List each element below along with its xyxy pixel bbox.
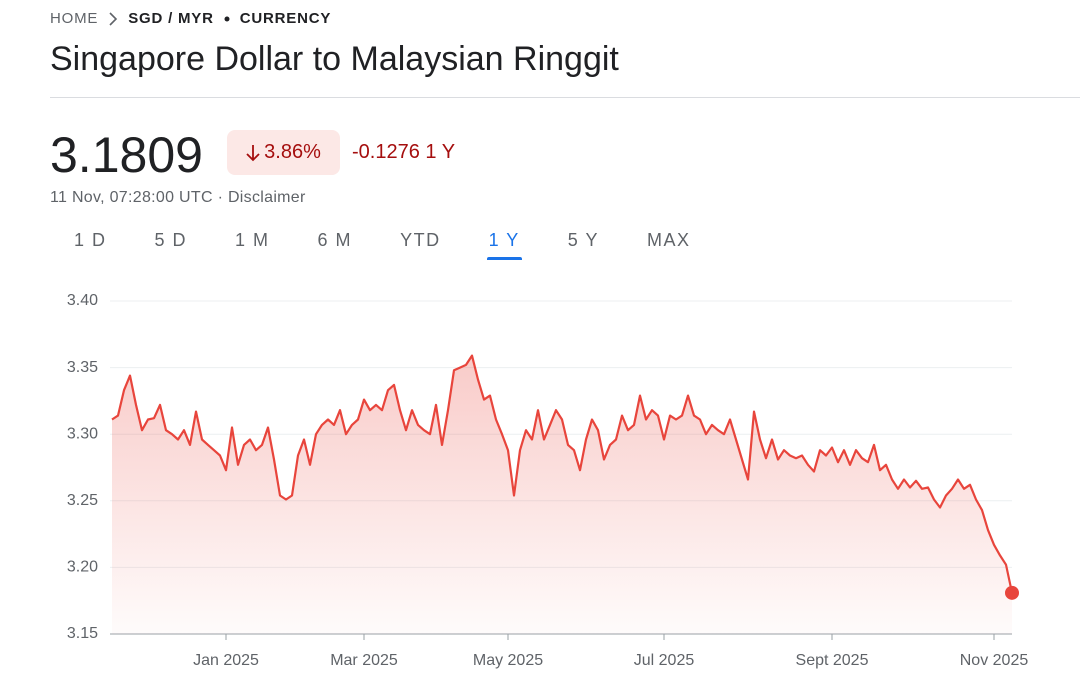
divider [50, 97, 1080, 98]
y-tick-label: 3.30 [67, 425, 98, 442]
x-tick-label: Jul 2025 [634, 652, 695, 669]
change-period: 1 Y [425, 141, 456, 163]
range-tabs: 1 D 5 D 1 M 6 M YTD 1 Y 5 Y MAX [50, 230, 714, 262]
down-arrow-icon [246, 144, 260, 161]
change-absolute-row: -0.1276 1 Y [352, 141, 455, 164]
page-title: Singapore Dollar to Malaysian Ringgit [50, 40, 619, 78]
y-tick-label: 3.20 [67, 559, 98, 576]
range-tab[interactable]: MAX [646, 230, 691, 250]
breadcrumb-type: CURRENCY [239, 10, 332, 27]
end-dot [1005, 585, 1019, 600]
x-tick-label: Sept 2025 [796, 652, 869, 669]
range-tab[interactable]: 5 D [154, 230, 188, 250]
chevron-icon [109, 11, 118, 26]
area [112, 355, 1012, 634]
x-tick-label: Nov 2025 [960, 652, 1029, 669]
breadcrumb: HOME SGD / MYR CURRENCY [50, 10, 331, 27]
x-tick-label: Jan 2025 [193, 652, 259, 669]
x-tick-label: Mar 2025 [330, 652, 398, 669]
bullet-icon [224, 16, 230, 21]
change-absolute: -0.1276 [352, 141, 420, 163]
range-tab[interactable]: 5 Y [567, 230, 599, 250]
line [111, 354, 1014, 594]
change-percent: 3.86% [264, 141, 321, 163]
timestamp: 11 Nov, 07:28:00 UTC [50, 189, 213, 206]
y-tick-label: 3.15 [67, 625, 98, 642]
change-badge: 3.86% [227, 130, 340, 175]
y-tick-label: 3.25 [67, 492, 98, 509]
range-tab[interactable]: YTD [400, 230, 441, 250]
y-tick-label: 3.40 [67, 292, 98, 309]
breadcrumb-home[interactable]: HOME [50, 10, 99, 27]
breadcrumb-pair: SGD / MYR [128, 10, 214, 27]
range-tab[interactable]: 6 M [317, 230, 353, 250]
x-tick-label: May 2025 [473, 652, 543, 669]
range-tab[interactable]: 1 M [235, 230, 270, 250]
y-tick-label: 3.35 [67, 359, 98, 376]
price: 3.1809 [50, 127, 203, 183]
range-tab[interactable]: 1 D [74, 230, 107, 250]
timestamp-row: 11 Nov, 07:28:00 UTC · Disclaimer [50, 189, 306, 206]
disclaimer-link[interactable]: Disclaimer [227, 189, 306, 206]
range-tab[interactable]: 1 Y [465, 230, 544, 262]
